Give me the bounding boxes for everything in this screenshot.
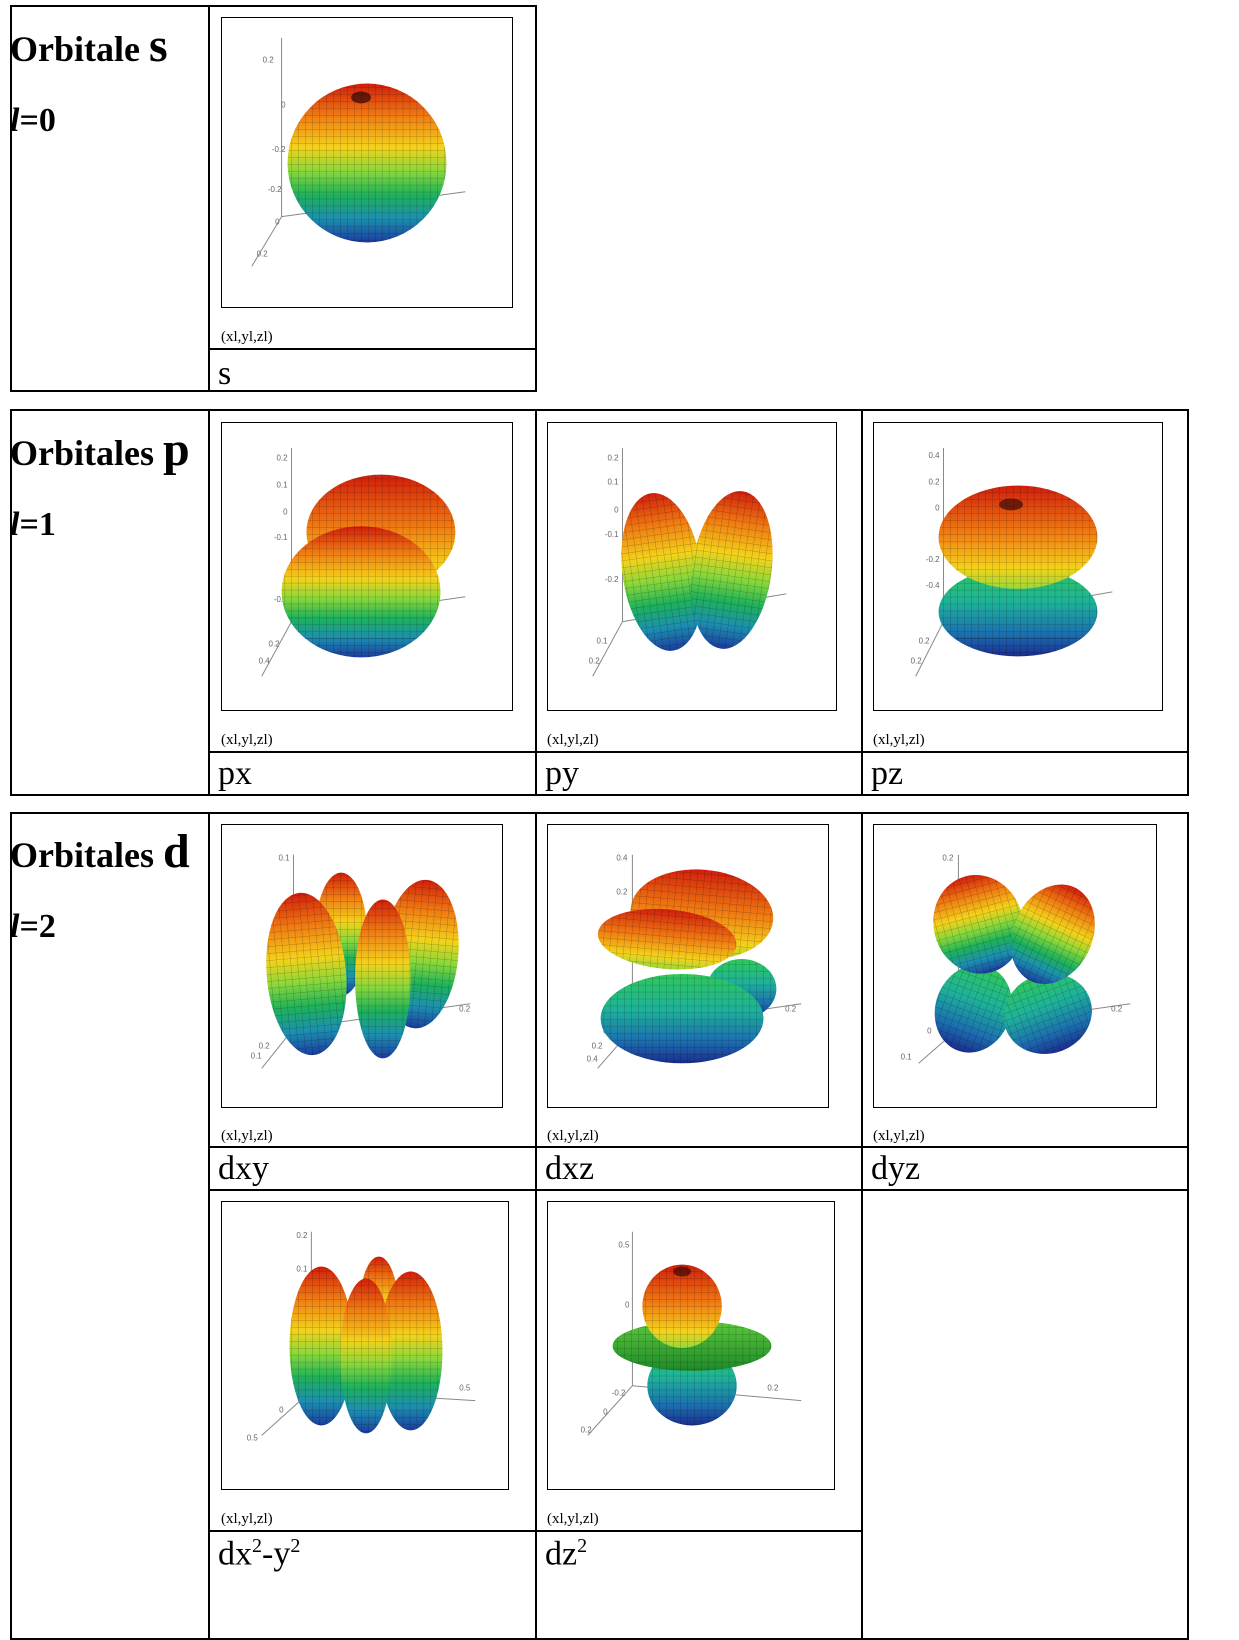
svg-text:0.2: 0.2 bbox=[942, 854, 954, 863]
svg-text:0.2: 0.2 bbox=[259, 1041, 271, 1050]
divider bbox=[208, 1146, 1189, 1148]
svg-text:-0.2: -0.2 bbox=[274, 595, 288, 604]
section-title-s: Orbitale s bbox=[10, 19, 168, 72]
svg-text:0.1: 0.1 bbox=[251, 1051, 263, 1060]
divider bbox=[861, 812, 863, 1190]
section-p-table bbox=[10, 409, 1189, 796]
section-s-table bbox=[10, 5, 537, 392]
svg-text:0.2: 0.2 bbox=[919, 636, 931, 645]
svg-text:0: 0 bbox=[614, 505, 619, 514]
svg-text:0.2: 0.2 bbox=[785, 1005, 797, 1014]
svg-text:-0.1: -0.1 bbox=[274, 533, 288, 542]
svg-text:0.4: 0.4 bbox=[259, 656, 271, 665]
svg-text:0.4: 0.4 bbox=[616, 854, 628, 863]
plot-label: (xl,yl,zl) bbox=[547, 732, 599, 748]
svg-text:0.2: 0.2 bbox=[263, 56, 275, 65]
orbital-plot-px: 0.2 0.1 0 -0.1 -0.2 0.2 0.4 bbox=[221, 422, 513, 711]
orbital-plot-dxz: 0.4 0.2 0 0.2 0.4 0.2 bbox=[547, 824, 829, 1108]
svg-text:0.5: 0.5 bbox=[618, 1241, 630, 1250]
svg-text:0.2: 0.2 bbox=[607, 454, 619, 463]
svg-text:0.2: 0.2 bbox=[911, 656, 923, 665]
plot-label: (xl,yl,zl) bbox=[221, 1128, 273, 1144]
divider bbox=[535, 409, 537, 796]
svg-text:-0.2: -0.2 bbox=[268, 185, 282, 194]
orbital-plot-dx2-y2: 0.2 0.1 0 0.5 0.5 bbox=[221, 1201, 509, 1490]
svg-text:0.2: 0.2 bbox=[257, 249, 269, 258]
svg-text:0.2: 0.2 bbox=[589, 656, 601, 665]
svg-text:-0.1: -0.1 bbox=[605, 530, 619, 539]
svg-text:0.2: 0.2 bbox=[592, 1041, 604, 1050]
divider bbox=[208, 5, 210, 392]
divider bbox=[861, 1189, 863, 1640]
svg-text:0: 0 bbox=[625, 1300, 630, 1309]
svg-text:-0.2: -0.2 bbox=[605, 575, 619, 584]
svg-text:0.1: 0.1 bbox=[296, 1265, 308, 1274]
svg-text:-0.4: -0.4 bbox=[926, 581, 940, 590]
orbital-plot-py: 0.2 0.1 0 -0.1 -0.2 0.1 0.2 bbox=[547, 422, 837, 711]
caption-px: px bbox=[218, 755, 252, 792]
caption-pz: pz bbox=[871, 755, 904, 792]
quantum-number-l: l=2 bbox=[10, 908, 56, 945]
divider bbox=[208, 348, 537, 350]
divider bbox=[535, 812, 537, 1640]
svg-text:0.2: 0.2 bbox=[616, 888, 628, 897]
svg-text:0.2: 0.2 bbox=[581, 1425, 593, 1434]
svg-text:0.1: 0.1 bbox=[901, 1052, 913, 1061]
section-title-p: Orbitales p bbox=[10, 423, 190, 476]
orbital-plot-dyz: 0.2 0 0.2 0.1 bbox=[873, 824, 1157, 1108]
svg-text:0.5: 0.5 bbox=[459, 1384, 471, 1393]
caption-dxy: dxy bbox=[218, 1150, 269, 1187]
svg-text:0.2: 0.2 bbox=[459, 1005, 471, 1014]
svg-text:0.2: 0.2 bbox=[928, 478, 940, 487]
svg-text:-0.2: -0.2 bbox=[272, 145, 286, 154]
svg-text:-0.2: -0.2 bbox=[926, 555, 940, 564]
divider bbox=[208, 409, 210, 796]
svg-text:0.1: 0.1 bbox=[278, 854, 290, 863]
divider bbox=[208, 812, 210, 1640]
svg-text:0: 0 bbox=[935, 503, 940, 512]
svg-text:0.4: 0.4 bbox=[928, 451, 940, 460]
plot-label: (xl,yl,zl) bbox=[221, 329, 273, 345]
svg-text:0: 0 bbox=[283, 507, 288, 516]
quantum-number-l: l=1 bbox=[10, 506, 56, 543]
svg-text:0.2: 0.2 bbox=[1111, 1005, 1123, 1014]
section-title-d: Orbitales d bbox=[10, 825, 190, 878]
svg-text:0.2: 0.2 bbox=[767, 1384, 779, 1393]
svg-text:0.2: 0.2 bbox=[269, 639, 281, 648]
svg-text:0.4: 0.4 bbox=[587, 1054, 599, 1063]
svg-text:0: 0 bbox=[275, 218, 280, 227]
svg-text:0: 0 bbox=[927, 1027, 932, 1036]
svg-text:0.2: 0.2 bbox=[296, 1231, 308, 1240]
plot-label: (xl,yl,zl) bbox=[547, 1511, 599, 1527]
svg-text:0.1: 0.1 bbox=[597, 636, 609, 645]
svg-text:0.5: 0.5 bbox=[247, 1433, 259, 1442]
svg-text:0.1: 0.1 bbox=[277, 481, 289, 490]
caption-dxz: dxz bbox=[545, 1150, 595, 1187]
svg-text:0.2: 0.2 bbox=[277, 454, 289, 463]
caption-py: py bbox=[545, 755, 579, 792]
orbital-plot-pz: 0.4 0.2 0 -0.2 -0.4 0.2 0.2 bbox=[873, 422, 1163, 711]
caption-s: s bbox=[218, 355, 232, 392]
plot-label: (xl,yl,zl) bbox=[547, 1128, 599, 1144]
orbital-plot-dxy: 0.1 0.2 0.1 0.2 bbox=[221, 824, 503, 1108]
divider bbox=[208, 1189, 1189, 1191]
orbital-plot-dz2: 0.5 0 -0.2 0 0.2 0.2 bbox=[547, 1201, 835, 1490]
orbital-plot-s: 0.2 0 -0.2 -0.2 0 0.2 bbox=[221, 17, 513, 308]
quantum-number-l: l=0 bbox=[10, 102, 56, 139]
svg-text:0: 0 bbox=[603, 1408, 608, 1417]
plot-label: (xl,yl,zl) bbox=[221, 1511, 273, 1527]
caption-dz2: dz2 bbox=[545, 1535, 588, 1573]
divider bbox=[208, 751, 1189, 753]
svg-text:0.1: 0.1 bbox=[607, 478, 619, 487]
plot-label: (xl,yl,zl) bbox=[873, 1128, 925, 1144]
caption-dx2-y2: dx2-y2 bbox=[218, 1535, 301, 1573]
plot-label: (xl,yl,zl) bbox=[873, 732, 925, 748]
divider bbox=[208, 1530, 862, 1532]
caption-dyz: dyz bbox=[871, 1150, 921, 1187]
divider bbox=[861, 409, 863, 796]
svg-text:-0.2: -0.2 bbox=[612, 1389, 626, 1398]
svg-text:0: 0 bbox=[281, 100, 286, 109]
svg-text:0: 0 bbox=[279, 1406, 284, 1415]
plot-label: (xl,yl,zl) bbox=[221, 732, 273, 748]
